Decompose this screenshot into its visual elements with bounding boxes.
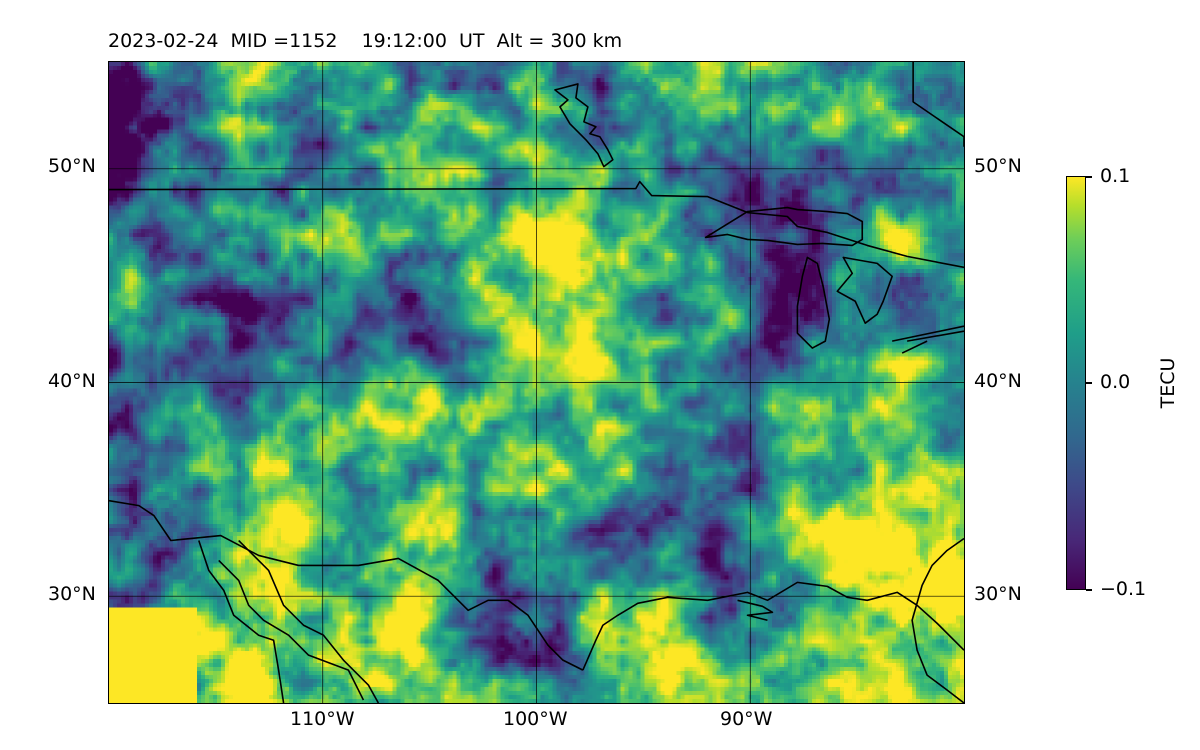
lat-tick-30-right: 30°N [974, 583, 1022, 605]
us-canada-border [109, 180, 964, 269]
colorbar [1066, 176, 1086, 590]
coastlines [109, 62, 964, 703]
colorbar-label-zero: 0.0 [1100, 371, 1131, 393]
lake-erie-ontario [892, 325, 964, 354]
lon-tick-90: 90°W [720, 708, 773, 730]
lat-tick-40-left: 40°N [48, 370, 96, 392]
colorbar-label-max: 0.1 [1100, 165, 1131, 187]
map-panel[interactable] [108, 61, 965, 704]
map-title: 2023-02-24 MID =1152 19:12:00 UT Alt = 3… [108, 30, 623, 52]
colorbar-tick-max [1086, 176, 1092, 178]
yucatan-coast [737, 599, 774, 622]
colorbar-label-min: −0.1 [1100, 578, 1147, 600]
gridlines [109, 62, 964, 703]
lat-tick-50-right: 50°N [974, 155, 1022, 177]
lake-huron [836, 256, 893, 324]
hudson-bay-coast [912, 62, 964, 147]
florida-coast [911, 537, 964, 703]
gulf-coast [582, 581, 964, 671]
lon-tick-100: 100°W [503, 708, 568, 730]
james-bay-islands [554, 83, 614, 168]
map-overlay [109, 62, 964, 703]
lon-tick-110: 110°W [290, 708, 355, 730]
baja-peninsula [198, 540, 285, 703]
lat-tick-40-right: 40°N [974, 370, 1022, 392]
gulf-of-california [218, 559, 365, 701]
colorbar-tick-min [1086, 589, 1092, 591]
mexico-border [109, 499, 584, 671]
colorbar-tick-zero [1086, 382, 1092, 384]
lat-tick-50-left: 50°N [48, 155, 96, 177]
sonora-coast [238, 539, 380, 703]
lat-tick-30-left: 30°N [48, 583, 96, 605]
colorbar-title: TECU [1157, 357, 1179, 409]
lake-michigan [796, 256, 831, 349]
lake-superior [704, 206, 864, 247]
